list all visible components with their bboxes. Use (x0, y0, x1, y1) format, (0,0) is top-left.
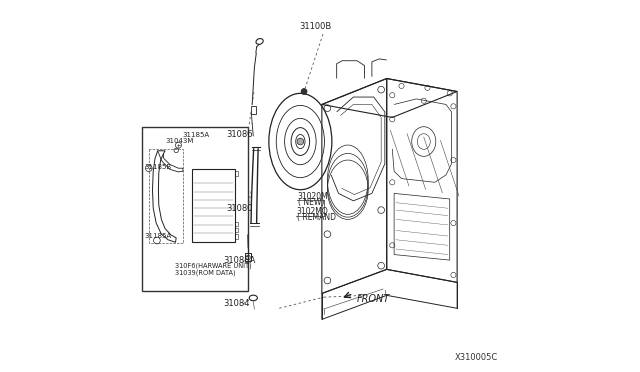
Text: 31039(ROM DATA): 31039(ROM DATA) (175, 270, 236, 276)
Bar (251, 106, 256, 114)
Text: ( REMAND: ( REMAND (297, 213, 335, 222)
Text: 31185B: 31185B (144, 164, 171, 170)
Text: 31086: 31086 (227, 129, 253, 139)
Text: 31185A: 31185A (183, 132, 210, 138)
Bar (245, 253, 251, 261)
Text: ( NEW): ( NEW) (298, 198, 324, 207)
Bar (235, 222, 239, 226)
Text: 31100B: 31100B (299, 22, 332, 31)
Bar (142, 128, 248, 291)
Text: 31185A: 31185A (144, 232, 171, 239)
Bar (235, 171, 239, 176)
Bar (192, 169, 235, 241)
Bar (235, 234, 239, 238)
Text: 3102MQ: 3102MQ (297, 207, 328, 216)
Text: FRONT: FRONT (356, 294, 390, 304)
Circle shape (301, 89, 307, 94)
Circle shape (297, 138, 304, 145)
Text: 310F6(HARWARE UNIT): 310F6(HARWARE UNIT) (175, 262, 252, 269)
Text: 31080: 31080 (227, 204, 253, 213)
Text: 31020M: 31020M (298, 192, 328, 201)
Text: 31043M: 31043M (166, 138, 194, 144)
Text: 31084: 31084 (223, 299, 250, 308)
Text: 31083A: 31083A (223, 256, 255, 265)
Text: X310005C: X310005C (454, 353, 498, 362)
Bar (235, 228, 239, 232)
